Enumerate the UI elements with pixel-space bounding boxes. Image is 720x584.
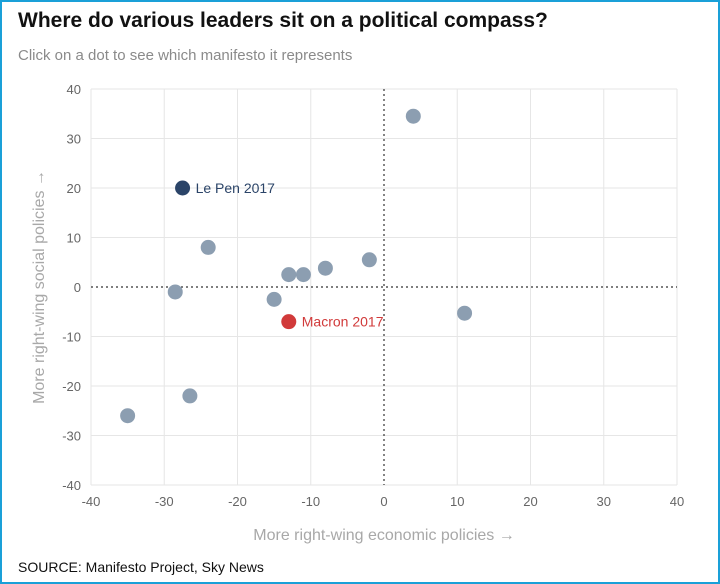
y-axis-label: More right-wing social policies → bbox=[31, 170, 48, 404]
y-tick-label: -30 bbox=[62, 429, 81, 444]
data-point[interactable] bbox=[182, 388, 198, 404]
point-le-pen-2017[interactable] bbox=[175, 180, 191, 196]
data-point[interactable] bbox=[457, 305, 473, 321]
x-tick-label: -20 bbox=[228, 494, 247, 509]
x-tick-label: 30 bbox=[597, 494, 611, 509]
x-axis-label: More right-wing economic policies → bbox=[253, 527, 514, 544]
chart-subtitle: Click on a dot to see which manifesto it… bbox=[18, 47, 353, 64]
y-tick-label: 30 bbox=[67, 132, 81, 147]
zero-lines bbox=[91, 89, 677, 485]
x-tick-label: -10 bbox=[301, 494, 320, 509]
x-tick-label: 20 bbox=[523, 494, 537, 509]
data-point[interactable] bbox=[295, 267, 311, 283]
data-points: Le Pen 2017 Macron 2017 bbox=[120, 108, 473, 424]
x-tick-label: 10 bbox=[450, 494, 464, 509]
data-point[interactable] bbox=[120, 408, 136, 424]
x-tick-label: -40 bbox=[82, 494, 101, 509]
y-tick-label: 10 bbox=[67, 231, 81, 246]
x-tick-label: 40 bbox=[670, 494, 684, 509]
data-point[interactable] bbox=[361, 252, 377, 268]
x-tick-label: -30 bbox=[155, 494, 174, 509]
y-tick-label: -40 bbox=[62, 478, 81, 493]
source-note: SOURCE: Manifesto Project, Sky News bbox=[18, 559, 264, 575]
data-point[interactable] bbox=[167, 284, 183, 300]
data-point[interactable] bbox=[317, 260, 333, 276]
data-point[interactable] bbox=[405, 108, 421, 124]
y-tick-label: -10 bbox=[62, 330, 81, 345]
y-tick-label: 20 bbox=[67, 181, 81, 196]
y-tick-label: 0 bbox=[74, 280, 81, 295]
point-label: Le Pen 2017 bbox=[196, 180, 276, 196]
point-macron-2017[interactable] bbox=[281, 314, 297, 330]
data-point[interactable] bbox=[281, 267, 297, 283]
y-tick-label: -20 bbox=[62, 379, 81, 394]
data-point[interactable] bbox=[266, 291, 282, 307]
y-tick-label: 40 bbox=[67, 82, 81, 97]
chart-title: Where do various leaders sit on a politi… bbox=[18, 9, 548, 32]
point-label: Macron 2017 bbox=[302, 314, 384, 330]
data-point[interactable] bbox=[200, 239, 216, 255]
x-tick-label: 0 bbox=[380, 494, 387, 509]
tick-labels: -40 -30 -20 -10 0 10 20 30 40 -40 -30 -20 -10 0 10 20 30… bbox=[62, 82, 684, 509]
